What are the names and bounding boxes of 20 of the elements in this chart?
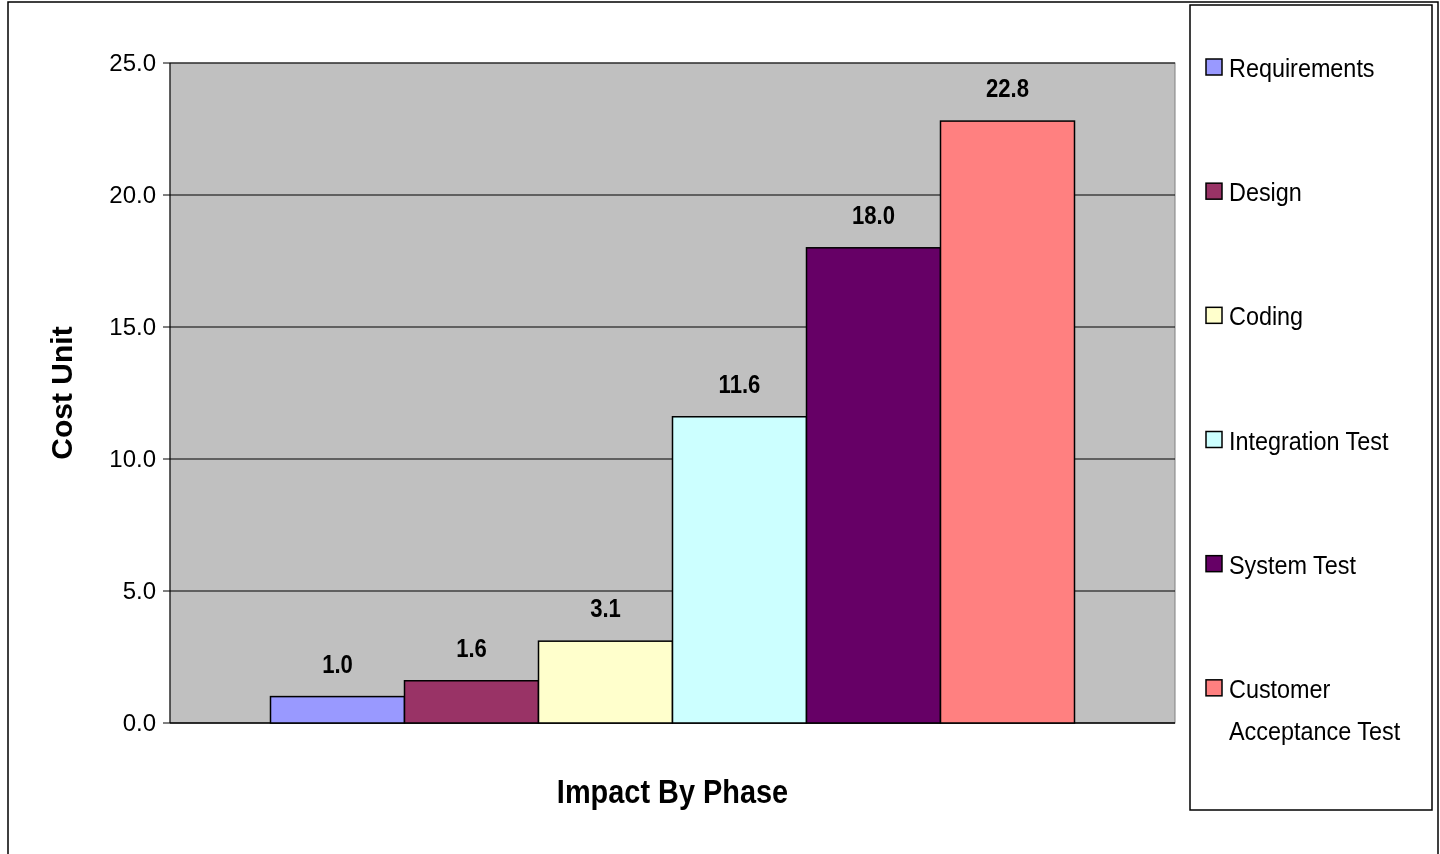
data-label: 18.0 bbox=[852, 200, 895, 230]
data-label: 3.1 bbox=[590, 593, 621, 623]
data-label: 22.8 bbox=[986, 73, 1029, 103]
y-tick-label: 25.0 bbox=[109, 49, 156, 77]
y-tick-label: 20.0 bbox=[109, 181, 156, 209]
legend-label: Coding bbox=[1229, 302, 1304, 331]
legend-label: Customer Acceptance Test bbox=[1229, 674, 1401, 745]
legend-label: Design bbox=[1229, 178, 1302, 207]
y-tick-label: 15.0 bbox=[109, 313, 156, 341]
legend-label: System Test bbox=[1229, 550, 1357, 580]
legend-label: Requirements bbox=[1229, 53, 1375, 83]
y-tick-label: 0.0 bbox=[122, 709, 156, 737]
data-label: 1.6 bbox=[456, 633, 487, 663]
legend-label: Integration Test bbox=[1229, 426, 1389, 455]
y-tick-label: 10.0 bbox=[109, 445, 156, 473]
y-tick-label: 5.0 bbox=[122, 577, 156, 605]
y-axis-title: Cost Unit bbox=[45, 326, 78, 460]
data-label: 11.6 bbox=[718, 369, 761, 399]
x-axis-title: Impact By Phase bbox=[556, 771, 789, 811]
data-label: 1.0 bbox=[322, 648, 353, 678]
